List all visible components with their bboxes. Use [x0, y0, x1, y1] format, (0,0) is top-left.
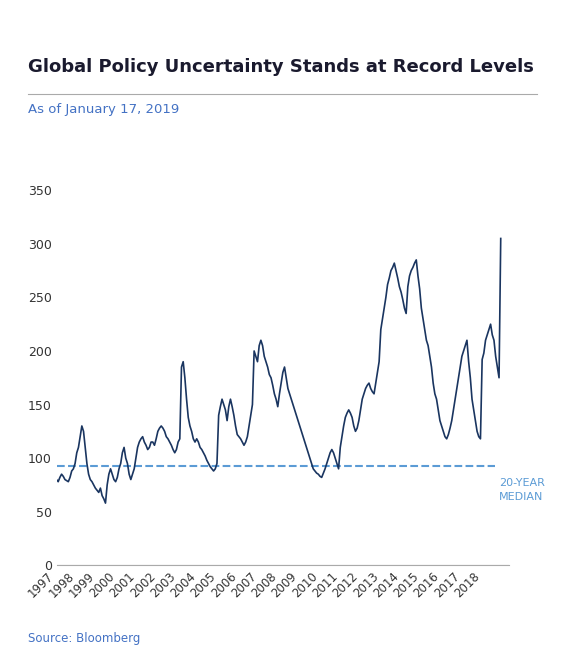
Text: Source: Bloomberg: Source: Bloomberg	[28, 632, 141, 645]
Text: 20-YEAR
MEDIAN: 20-YEAR MEDIAN	[499, 479, 545, 501]
Text: Global Policy Uncertainty Stands at Record Levels: Global Policy Uncertainty Stands at Reco…	[28, 59, 534, 76]
Text: As of January 17, 2019: As of January 17, 2019	[28, 103, 180, 116]
